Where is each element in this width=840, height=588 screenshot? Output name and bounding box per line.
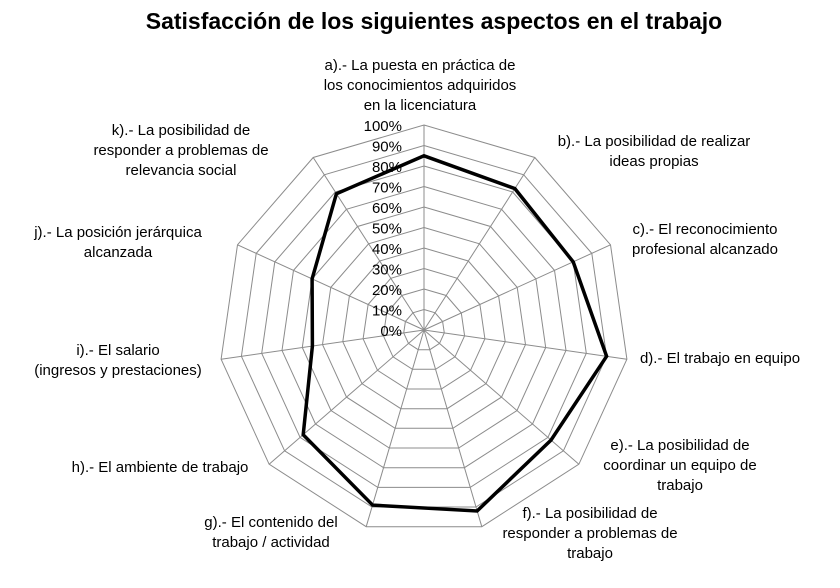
grid-ring (362, 267, 486, 390)
tick-label: 10% (372, 303, 402, 320)
axis-spoke (365, 329, 425, 527)
grid-ring (403, 308, 445, 351)
category-label: b).- La posibilidad de realizar ideas pro… (558, 133, 751, 170)
grid-ring (220, 124, 628, 528)
category-label-line: c).- El reconocimiento (632, 221, 777, 238)
category-label-line: en la licenciatura (364, 97, 477, 114)
category-label-line: e).- La posibilidad de (610, 437, 749, 454)
axis-spoke (423, 329, 627, 360)
axis-spoke (312, 157, 425, 331)
axis-spoke (221, 329, 425, 360)
tick-label: 60% (372, 200, 402, 217)
category-label-line: ideas propias (609, 153, 698, 170)
category-label-line: coordinar un equipo de (603, 457, 756, 474)
tick-label: 90% (372, 139, 402, 156)
tick-label: 20% (372, 282, 402, 299)
tick-label: 0% (380, 323, 402, 340)
axis-spoke (423, 329, 580, 465)
category-label-line: j).- La posición jerárquica (33, 224, 202, 241)
category-label: a).- La puesta en práctica de los conocim… (324, 57, 517, 114)
radar-spokes (221, 125, 627, 527)
category-label: g).- El contenido del trabajo / actividad (204, 514, 337, 551)
tick-label: 30% (372, 262, 402, 279)
chart-title: Satisfacción de los siguientes aspectos … (146, 8, 722, 34)
tick-label: 40% (372, 241, 402, 258)
category-label-line: trabajo (657, 477, 703, 494)
axis-spoke (237, 244, 425, 331)
category-label-line: alcanzada (84, 244, 153, 261)
category-label-line: los conocimientos adquiridos (324, 77, 517, 94)
category-label-line: (ingresos y prestaciones) (34, 362, 202, 379)
grid-ring (382, 288, 466, 370)
axis-spoke (423, 157, 536, 331)
category-label: f).- La posibilidad de responder a proble… (502, 505, 677, 562)
axis-spoke (268, 329, 425, 465)
tick-label: 70% (372, 180, 402, 197)
category-label-line: d).- El trabajo en equipo (640, 350, 800, 367)
category-label-line: profesional alcanzado (632, 241, 778, 258)
category-label-line: responder a problemas de (502, 525, 677, 542)
category-label-line: trabajo (567, 545, 613, 562)
category-label: i).- El salario (ingresos y prestaciones) (34, 342, 202, 379)
grid-ring (342, 247, 506, 410)
axis-spoke (423, 244, 611, 331)
tick-label: 50% (372, 221, 402, 238)
category-label-line: f).- La posibilidad de (522, 505, 657, 522)
category-label-line: trabajo / actividad (212, 534, 330, 551)
grid-ring (301, 206, 547, 449)
category-label: d).- El trabajo en equipo (640, 350, 800, 367)
category-label-line: k).- La posibilidad de (112, 122, 250, 139)
grid-ring (321, 226, 527, 429)
tick-label: 80% (372, 159, 402, 176)
series-line (301, 153, 609, 513)
radar-series (301, 153, 609, 513)
tick-label: 100% (364, 118, 402, 135)
category-label-line: i).- El salario (76, 342, 159, 359)
category-label: j).- La posición jerárquica alcanzada (33, 224, 202, 261)
category-labels: a).- La puesta en práctica de los conocim… (33, 57, 800, 562)
category-label: h).- El ambiente de trabajo (72, 459, 249, 476)
category-label: c).- El reconocimiento profesional alcanz… (632, 221, 778, 258)
category-label-line: a).- La puesta en práctica de (325, 57, 516, 74)
category-label-line: b).- La posibilidad de realizar (558, 133, 751, 150)
category-label-line: responder a problemas de (93, 142, 268, 159)
category-label-line: h).- El ambiente de trabajo (72, 459, 249, 476)
grid-ring (281, 185, 567, 469)
category-label-line: g).- El contenido del (204, 514, 337, 531)
axis-spoke (423, 329, 483, 527)
radial-tick-labels: 0% 10% 20% 30% 40% 50% 60% 70% 80% 90% 100% (364, 118, 402, 340)
category-label-line: relevancia social (126, 162, 237, 179)
category-label: e).- La posibilidad de coordinar un equip… (603, 437, 756, 494)
category-label: k).- La posibilidad de responder a proble… (93, 122, 268, 179)
